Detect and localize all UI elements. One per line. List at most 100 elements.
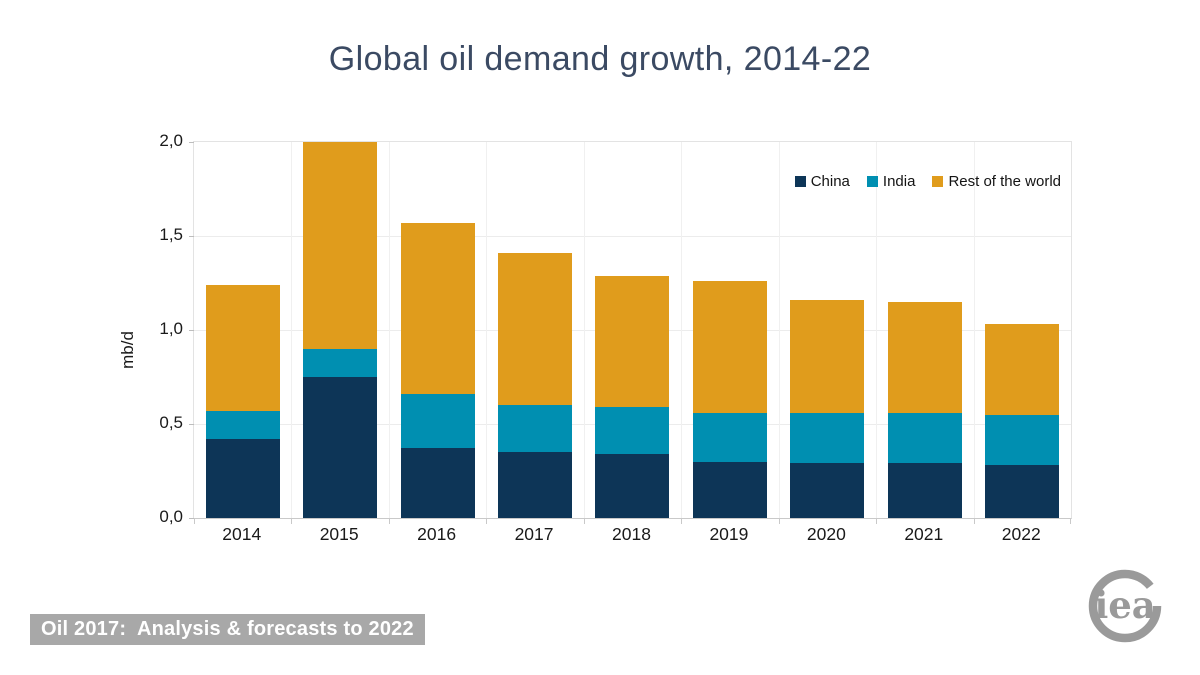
bar-segment-rest-of-the-world [985,324,1060,415]
bar-segment-china [790,463,865,518]
bar-segment-india [595,407,670,455]
x-tick [486,518,488,524]
x-axis-labels: 2014 2015 2016 2017 2018 2019 2020 2021 2022 [193,524,1070,545]
bar-segment-rest-of-the-world [692,281,767,413]
x-tick-label: 2022 [1001,524,1041,544]
y-tick [189,329,194,331]
x-tick-label: 2016 [417,524,457,544]
bar-slot [681,281,778,518]
y-tick-label: 1,0 [159,319,183,338]
x-tick [1070,518,1071,524]
bar-segment-rest-of-the-world [303,142,378,349]
x-tick [583,518,585,524]
gridline-vertical [681,142,683,518]
bar-segment-india [790,412,865,464]
x-tick [291,518,293,524]
legend: China India Rest of the world [794,173,1061,190]
x-tick-label: 2021 [904,524,944,544]
x-tick [778,518,780,524]
x-tick [388,518,390,524]
gridline-vertical [778,142,780,518]
legend-item: Rest of the world [932,173,1061,190]
legend-swatch [866,176,878,187]
bar-slot [486,252,583,518]
bar-2015 [303,142,378,518]
bar-slot [389,222,486,518]
bar-2018 [595,275,670,518]
bar-segment-china [400,448,475,518]
legend-item: China [794,173,850,190]
bar-slot [194,284,291,518]
y-tick-label: 1,5 [159,225,183,244]
bar-2017 [498,252,573,518]
x-tick-label: 2017 [514,524,554,544]
x-tick [194,518,195,524]
gridline-vertical [486,142,488,518]
bar-segment-china [887,463,962,518]
bar-segment-rest-of-the-world [400,222,475,394]
legend-swatch [932,176,944,187]
bar-segment-india [985,414,1060,466]
bar-2016 [400,222,475,518]
x-tick-label: 2015 [319,524,359,544]
bar-segment-rest-of-the-world [498,252,573,406]
bar-slot [974,324,1071,518]
bar-segment-china [498,452,573,518]
y-tick [189,517,194,519]
bar-segment-india [400,393,475,449]
bar-segment-rest-of-the-world [205,284,280,411]
bar-segment-india [303,348,378,377]
bar-segment-rest-of-the-world [595,275,670,408]
x-tick-label: 2018 [612,524,651,544]
bar-segment-china [985,465,1060,518]
bar-2020 [790,299,865,518]
source-badge: Oil 2017: Analysis & forecasts to 2022 [30,614,425,645]
legend-swatch [794,176,806,187]
y-tick [189,235,194,237]
gridline-vertical [583,142,585,518]
x-tick [876,518,878,524]
y-tick [189,141,194,143]
bar-segment-india [887,412,962,464]
plot-area: China India Rest of the world [189,141,1072,524]
x-tick [973,518,975,524]
bar-segment-india [692,412,767,462]
x-tick [681,518,683,524]
bar-slot [291,142,388,518]
iea-logo-ring [1088,569,1162,643]
bar-2021 [887,301,962,518]
gridline-vertical [388,142,390,518]
bar-segment-rest-of-the-world [790,299,865,413]
bars [194,142,1071,518]
bar-2014 [205,284,280,518]
y-axis-labels: 0,0 0,5 1,0 1,5 2,0 [96,131,183,526]
legend-item: India [866,173,916,190]
bar-slot [779,299,876,518]
x-tick-label: 2019 [709,524,749,544]
legend-label: China [810,173,850,190]
legend-label: Rest of the world [948,173,1061,190]
bar-2019 [692,281,767,518]
y-tick-label: 0,0 [159,507,183,526]
bar-segment-india [498,405,573,453]
gridline-vertical [291,142,293,518]
bar-segment-rest-of-the-world [887,301,962,413]
y-tick [189,423,194,425]
bar-segment-india [205,410,280,440]
bar-segment-china [595,454,670,518]
x-tick-label: 2014 [222,524,262,544]
chart-title: Global oil demand growth, 2014-22 [328,40,872,78]
gridline-vertical [973,142,975,518]
bar-segment-china [205,439,280,518]
bar-slot [584,275,681,518]
iea-logo-text: iea [1094,583,1156,627]
bar-slot [876,301,973,518]
bar-segment-china [692,461,767,518]
gridline [194,236,1071,237]
y-tick-label: 0,5 [159,413,183,432]
legend-label: India [882,173,916,190]
gridline-vertical [876,142,878,518]
y-tick-label: 2,0 [159,131,183,150]
bar-segment-china [303,377,378,518]
